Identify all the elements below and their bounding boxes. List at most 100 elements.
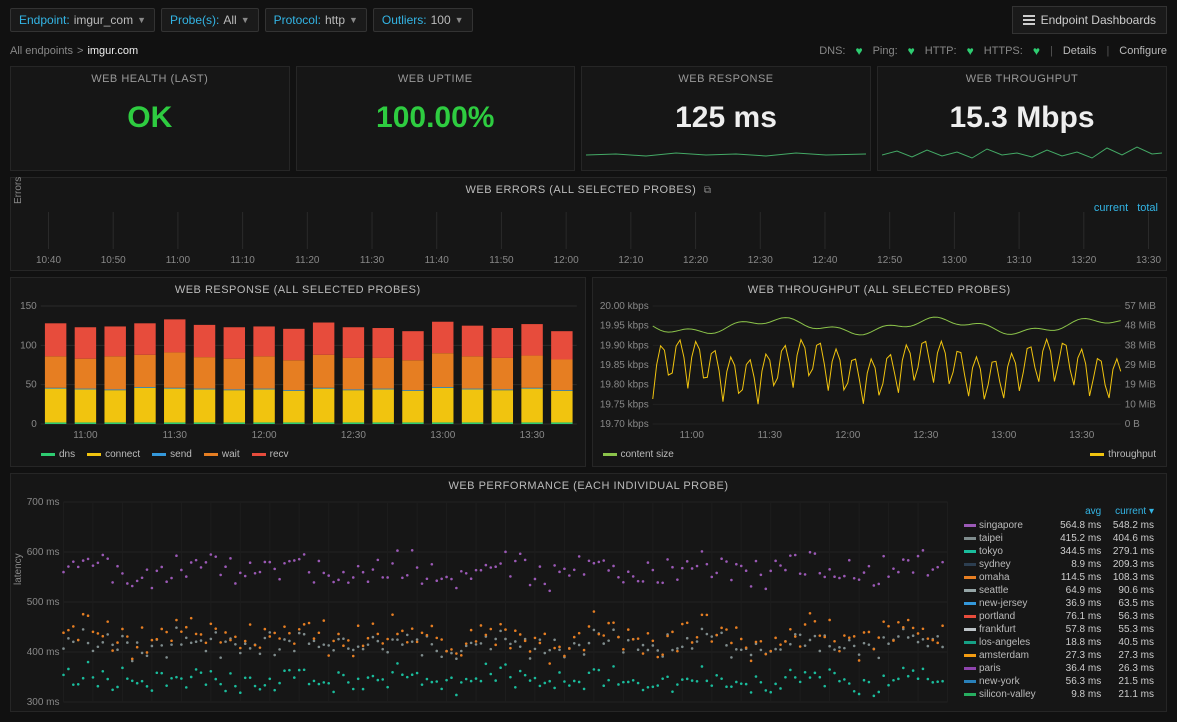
probe-row[interactable]: paris36.4 ms26.3 ms [962, 662, 1156, 675]
svg-text:13:20: 13:20 [1071, 255, 1096, 266]
card-title: WEB RESPONSE [582, 67, 870, 91]
svg-text:20.00 kbps: 20.00 kbps [599, 302, 648, 312]
external-link-icon[interactable]: ⧉ [704, 185, 712, 196]
svg-text:50: 50 [26, 380, 38, 391]
legend-item[interactable]: throughput [1090, 449, 1156, 460]
throughput-legend: content size throughput [593, 445, 1167, 466]
card-value: OK [11, 91, 289, 153]
legend-item[interactable]: content size [603, 449, 674, 460]
svg-text:11:40: 11:40 [425, 255, 450, 266]
svg-text:12:30: 12:30 [913, 430, 938, 441]
total-link[interactable]: total [1137, 202, 1158, 214]
svg-text:11:50: 11:50 [489, 255, 514, 266]
throughput-chart: 20.00 kbps19.95 kbps19.90 kbps19.85 kbps… [593, 302, 1167, 442]
web-uptime-card: WEB UPTIME 100.00% [296, 66, 576, 171]
endpoint-dashboards-button[interactable]: Endpoint Dashboards [1012, 6, 1167, 34]
endpoint-dropdown[interactable]: Endpoint: imgur_com ▼ [10, 8, 155, 32]
current-link[interactable]: current [1094, 202, 1128, 214]
svg-text:19.90 kbps: 19.90 kbps [599, 340, 648, 351]
legend-item[interactable]: recv [252, 449, 289, 460]
svg-text:11:10: 11:10 [230, 255, 255, 266]
svg-text:13:30: 13:30 [1069, 430, 1094, 441]
probe-row[interactable]: tokyo344.5 ms279.1 ms [962, 545, 1156, 558]
svg-text:13:00: 13:00 [942, 255, 967, 266]
svg-text:12:50: 12:50 [877, 255, 902, 266]
probe-row[interactable]: singapore564.8 ms548.2 ms [962, 519, 1156, 532]
svg-text:57 MiB: 57 MiB [1124, 302, 1155, 312]
svg-text:0: 0 [31, 419, 37, 430]
breadcrumb-row: All endpoints > imgur.com DNS:♥ Ping:♥ H… [0, 40, 1177, 66]
y-axis-label: latency [13, 553, 24, 585]
errors-chart: 10:4010:5011:0011:1011:2011:3011:4011:50… [11, 202, 1166, 267]
svg-text:13:30: 13:30 [520, 430, 545, 441]
probe-row[interactable]: seattle64.9 ms90.6 ms [962, 584, 1156, 597]
sparkline [586, 143, 866, 163]
status-line: DNS:♥ Ping:♥ HTTP:♥ HTTPS:♥ | Details | … [819, 44, 1167, 58]
svg-text:12:00: 12:00 [835, 430, 860, 441]
probes-dropdown[interactable]: Probe(s): All ▼ [161, 8, 259, 32]
probe-row[interactable]: portland76.1 ms56.3 ms [962, 610, 1156, 623]
svg-text:150: 150 [20, 302, 37, 312]
svg-text:12:30: 12:30 [341, 430, 366, 441]
breadcrumb-root[interactable]: All endpoints [10, 45, 73, 57]
chart-links: current total [1088, 202, 1158, 214]
chart-title: WEB RESPONSE (ALL SELECTED PROBES) [11, 278, 585, 302]
probe-row[interactable]: frankfurt57.8 ms55.3 ms [962, 623, 1156, 636]
probe-row[interactable]: new-jersey36.9 ms63.5 ms [962, 597, 1156, 610]
caret-icon: ▼ [349, 15, 358, 25]
svg-text:700 ms: 700 ms [27, 498, 60, 508]
probe-row[interactable]: omaha114.5 ms108.3 ms [962, 571, 1156, 584]
svg-text:12:40: 12:40 [812, 255, 837, 266]
svg-text:19.95 kbps: 19.95 kbps [599, 321, 648, 332]
svg-text:48 MiB: 48 MiB [1124, 321, 1155, 332]
breadcrumb-current: imgur.com [87, 45, 138, 57]
svg-text:300 ms: 300 ms [27, 697, 60, 708]
legend-item[interactable]: send [152, 449, 192, 460]
outliers-label: Outliers: [382, 13, 427, 27]
caret-icon: ▼ [137, 15, 146, 25]
web-health-card: WEB HEALTH (LAST) OK [10, 66, 290, 171]
legend-item[interactable]: dns [41, 449, 75, 460]
svg-text:10:50: 10:50 [101, 255, 126, 266]
svg-text:11:30: 11:30 [163, 430, 188, 441]
details-link[interactable]: Details [1063, 45, 1097, 57]
svg-text:13:30: 13:30 [1136, 255, 1161, 266]
svg-text:12:20: 12:20 [683, 255, 708, 266]
hamburger-icon [1023, 15, 1035, 25]
protocol-dropdown[interactable]: Protocol: http ▼ [265, 8, 367, 32]
heart-icon: ♥ [908, 44, 915, 58]
dash-button-label: Endpoint Dashboards [1041, 13, 1156, 27]
endpoint-label: Endpoint: [19, 13, 70, 27]
dns-label: DNS: [819, 45, 845, 57]
svg-text:19 MiB: 19 MiB [1124, 380, 1155, 391]
heart-icon: ♥ [967, 44, 974, 58]
y-axis-label: Errors [13, 177, 24, 204]
svg-text:38 MiB: 38 MiB [1124, 340, 1155, 351]
probe-row[interactable]: amsterdam27.3 ms27.3 ms [962, 649, 1156, 662]
probe-row[interactable]: taipei415.2 ms404.6 ms [962, 532, 1156, 545]
response-chart: 05010015011:0011:3012:0012:3013:0013:30 [11, 302, 585, 442]
svg-text:29 MiB: 29 MiB [1124, 360, 1155, 371]
svg-text:11:20: 11:20 [295, 255, 320, 266]
chart-title: WEB PERFORMANCE (EACH INDIVIDUAL PROBE) [11, 474, 1166, 498]
web-response-panel: WEB RESPONSE (ALL SELECTED PROBES) 05010… [10, 277, 586, 467]
configure-link[interactable]: Configure [1119, 45, 1167, 57]
svg-text:12:00: 12:00 [554, 255, 579, 266]
caret-icon: ▼ [455, 15, 464, 25]
protocol-value: http [325, 13, 345, 27]
svg-text:11:00: 11:00 [73, 430, 98, 441]
outliers-dropdown[interactable]: Outliers: 100 ▼ [373, 8, 473, 32]
charts-row: WEB RESPONSE (ALL SELECTED PROBES) 05010… [0, 271, 1177, 467]
legend-item[interactable]: wait [204, 449, 240, 460]
filter-bar: Endpoint: imgur_com ▼ Probe(s): All ▼ Pr… [0, 0, 1177, 40]
svg-text:11:30: 11:30 [360, 255, 385, 266]
svg-text:11:00: 11:00 [679, 430, 704, 441]
probe-row[interactable]: sydney8.9 ms209.3 ms [962, 558, 1156, 571]
probe-row[interactable]: los-angeles18.8 ms40.5 ms [962, 636, 1156, 649]
probes-value: All [223, 13, 236, 27]
probe-row[interactable]: silicon-valley9.8 ms21.1 ms [962, 688, 1156, 701]
legend-item[interactable]: connect [87, 449, 140, 460]
svg-text:12:30: 12:30 [748, 255, 773, 266]
svg-text:12:10: 12:10 [618, 255, 643, 266]
svg-text:13:10: 13:10 [1007, 255, 1032, 266]
